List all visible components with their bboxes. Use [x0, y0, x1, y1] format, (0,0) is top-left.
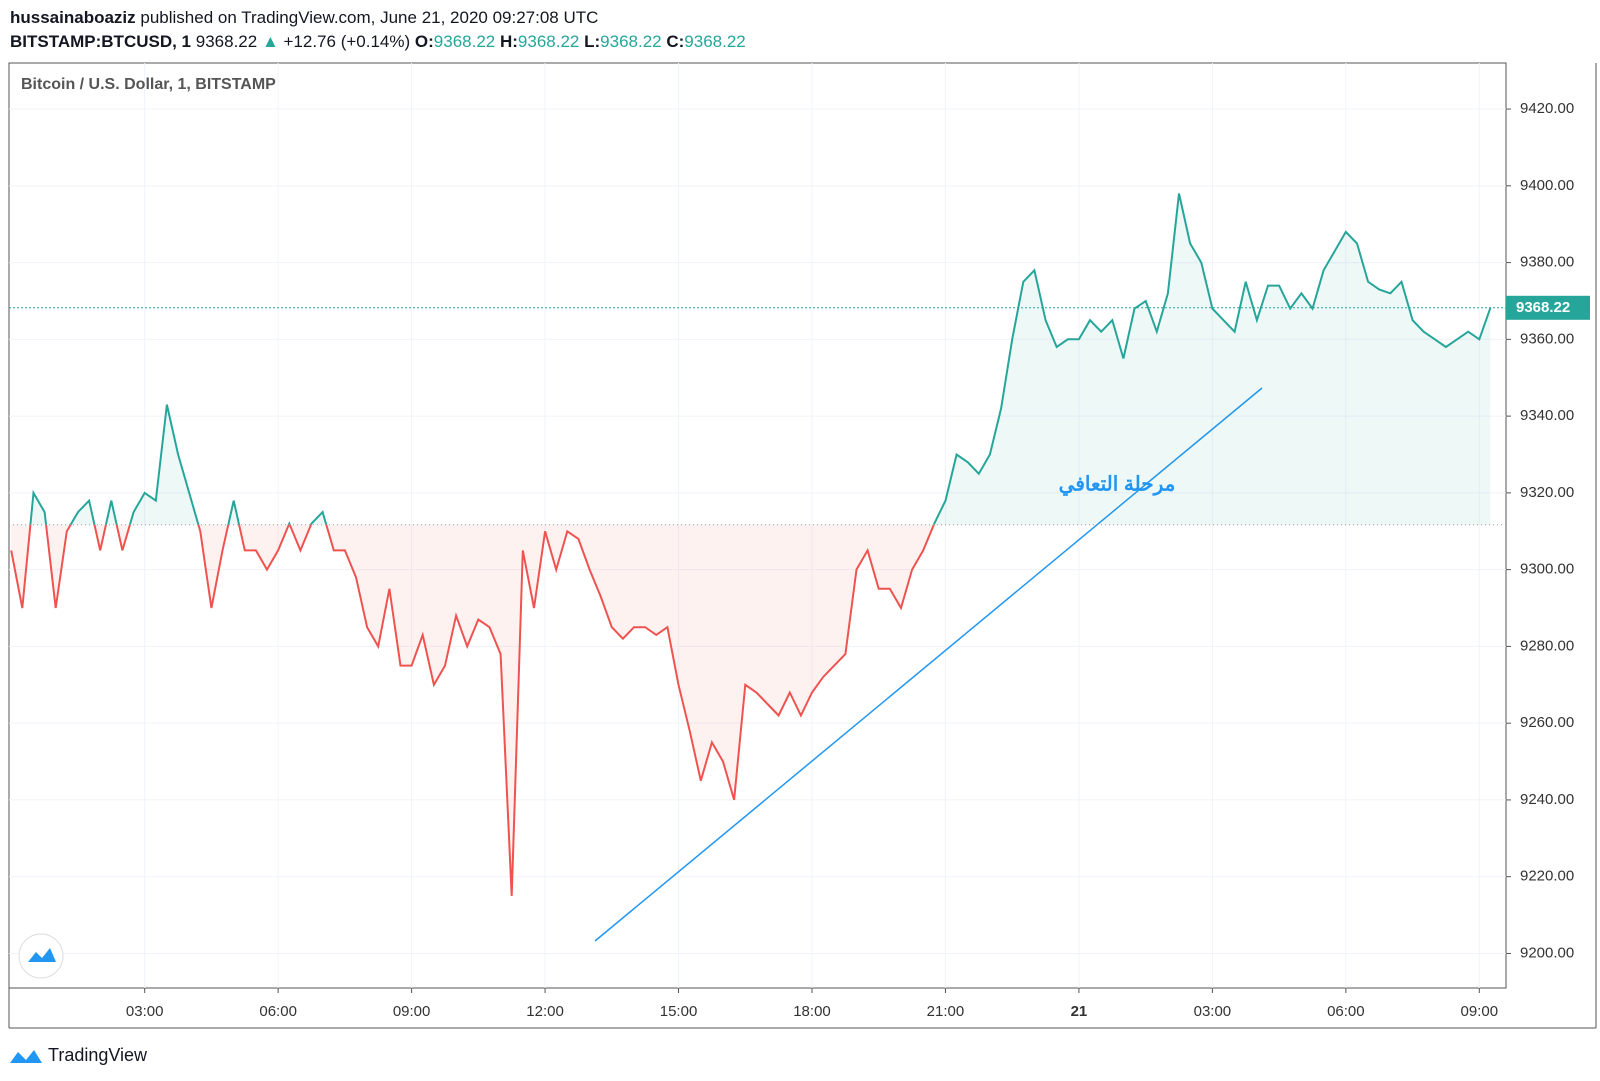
ohlc-value: 9368.22: [517, 32, 580, 51]
ohlc-label: O:: [414, 32, 434, 51]
x-tick-label: 03:00: [1194, 1003, 1232, 1020]
header-line: BITSTAMP:BTCUSD, 1 9368.22 ▲ +12.76 (+0.…: [10, 30, 746, 54]
author: hussainaboaziz: [10, 8, 136, 27]
last-price-box: [1506, 295, 1590, 320]
header-line: hussainaboaziz published on TradingView.…: [10, 6, 746, 30]
baseline-area: [11, 193, 1491, 525]
brand: TradingView: [48, 1045, 148, 1065]
x-tick-label: 15:00: [660, 1003, 698, 1020]
ohlc: O:9368.22 H:9368.22 L:9368.22 C:9368.22: [415, 32, 746, 51]
footer-logo: [10, 1050, 42, 1063]
y-tick-label: 9260.00: [1520, 714, 1574, 731]
y-tick-label: 9420.00: [1520, 100, 1574, 117]
trend-line: [594, 387, 1263, 942]
y-tick-label: 9320.00: [1520, 484, 1574, 501]
y-tick-label: 9220.00: [1520, 868, 1574, 885]
y-tick-label: 9240.00: [1520, 791, 1574, 808]
chart-title: Bitcoin / U.S. Dollar, 1, BITSTAMP: [21, 76, 276, 93]
last: 9368.22: [195, 32, 258, 51]
x-tick-label: 21:00: [927, 1003, 965, 1020]
annotation: مرحلة التعافي: [1059, 473, 1176, 496]
y-tick-label: 9360.00: [1520, 330, 1574, 347]
x-tick-label: 12:00: [526, 1003, 564, 1020]
published: published on TradingView.com, June 21, 2…: [140, 8, 599, 27]
baseline-area: [11, 524, 934, 896]
change: +12.76 (+0.14%): [283, 32, 411, 51]
symbol: BITSTAMP:BTCUSD, 1: [10, 32, 192, 51]
price-line: [10, 524, 935, 896]
x-tick-label: 03:00: [126, 1003, 164, 1020]
header: hussainaboaziz published on TradingView.…: [10, 6, 746, 54]
y-tick-label: 9400.00: [1520, 177, 1574, 194]
y-tick-label: 9200.00: [1520, 944, 1574, 961]
arrow: ▲: [261, 32, 279, 51]
x-tick-label: 18:00: [793, 1003, 831, 1020]
price-line: [29, 193, 1492, 525]
ohlc-value: 9368.22: [600, 32, 662, 51]
ohlc-label: L:: [584, 32, 601, 51]
x-tick-label: 09:00: [1461, 1003, 1499, 1020]
y-tick-label: 9300.00: [1520, 561, 1574, 578]
x-tick-label: 06:00: [1327, 1003, 1365, 1020]
y-tick-label: 9380.00: [1520, 254, 1574, 271]
y-tick-label: 9340.00: [1520, 407, 1574, 424]
ohlc-label: C:: [666, 32, 685, 51]
ohlc-value: 9368.22: [433, 32, 496, 51]
x-tick-label: 09:00: [393, 1003, 431, 1020]
last-price-label: 9368.22: [1516, 299, 1570, 316]
x-tick-label: 06:00: [259, 1003, 297, 1020]
logo: [18, 933, 64, 979]
x-tick-label: 21: [1071, 1003, 1088, 1020]
ohlc-value: 9368.22: [684, 32, 746, 51]
ohlc-label: H:: [499, 32, 518, 51]
y-tick-label: 9280.00: [1520, 637, 1574, 654]
